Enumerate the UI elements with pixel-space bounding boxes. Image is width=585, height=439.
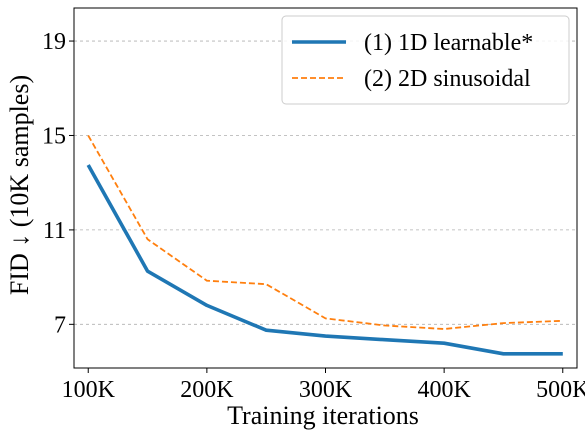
plot-series bbox=[86, 135, 563, 356]
series-line-1 bbox=[86, 164, 563, 356]
axis-ticks: 7 11 15 19 100K 200K 300K 400K 500K bbox=[42, 29, 585, 403]
y-tick-label: 19 bbox=[42, 29, 66, 55]
legend-label-1: (1) 1D learnable* bbox=[364, 30, 533, 56]
legend-label-2: (2) 2D sinusoidal bbox=[364, 66, 531, 92]
y-axis-label: FID ↓ (10K samples) bbox=[5, 75, 34, 295]
y-tick-label: 11 bbox=[43, 218, 66, 244]
x-tick-label: 400K bbox=[417, 377, 471, 403]
x-tick-label: 200K bbox=[180, 377, 234, 403]
legend: (1) 1D learnable* (2) 2D sinusoidal bbox=[281, 15, 570, 105]
x-axis-label: Training iterations bbox=[227, 401, 419, 430]
legend-box bbox=[281, 15, 570, 105]
x-tick-label: 300K bbox=[299, 377, 353, 403]
series-line-2 bbox=[87, 135, 563, 330]
x-tick-label: 500K bbox=[536, 377, 585, 403]
y-tick-label: 15 bbox=[42, 123, 66, 149]
y-tick-label: 7 bbox=[54, 312, 66, 338]
x-tick-label: 100K bbox=[62, 377, 116, 403]
